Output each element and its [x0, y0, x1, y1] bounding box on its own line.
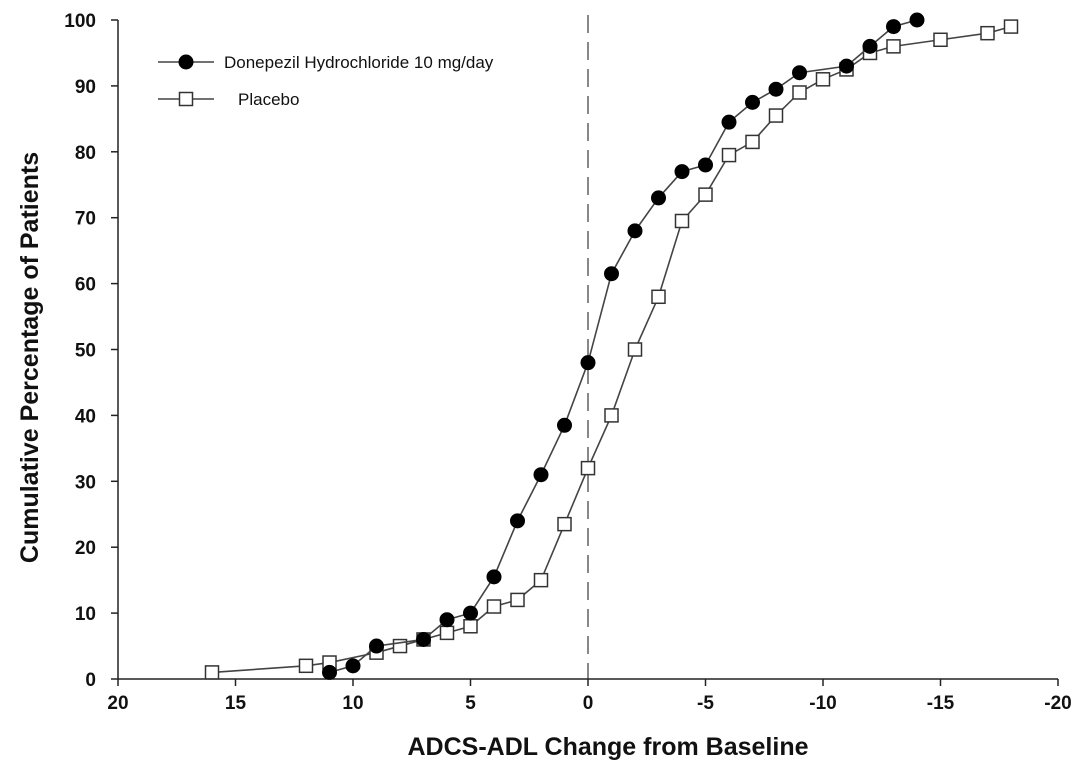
data-point-donepezil [533, 467, 549, 483]
legend-marker-donepezil [178, 54, 194, 70]
y-tick-label: 30 [75, 472, 96, 493]
x-tick-label: 5 [465, 693, 476, 714]
x-tick-label: 20 [107, 693, 128, 714]
data-point-donepezil [416, 631, 431, 647]
data-point-placebo [557, 516, 572, 532]
y-tick-label: 50 [75, 341, 96, 362]
data-point-donepezil [557, 417, 572, 433]
x-axis-title: ADCS-ADL Change from Baseline [408, 733, 809, 761]
y-tick-label: 20 [75, 538, 96, 559]
data-point-donepezil [698, 157, 713, 173]
x-tick-label: -10 [809, 693, 836, 714]
data-point-placebo [298, 658, 314, 674]
y-tick-label: 80 [75, 143, 96, 164]
series-layer [204, 12, 1019, 680]
series-line-donepezil [329, 19, 918, 674]
data-point-donepezil [721, 114, 737, 130]
data-point-donepezil [510, 513, 525, 529]
series-placebo [204, 19, 1019, 680]
x-tick-label: -15 [927, 693, 955, 714]
legend-marker-placebo [178, 91, 194, 107]
data-point-donepezil [322, 664, 337, 680]
x-tick-label: -5 [697, 693, 714, 714]
legend-label-placebo: Placebo [238, 90, 299, 109]
data-point-donepezil [439, 612, 455, 628]
x-tick-label: 15 [225, 693, 247, 714]
data-point-donepezil [909, 12, 925, 28]
data-point-placebo [768, 108, 784, 123]
legend: Donepezil Hydrochloride 10 mg/day Placebo [158, 53, 494, 109]
data-point-placebo [674, 213, 690, 229]
data-point-placebo [439, 625, 455, 641]
y-tick-label: 0 [85, 670, 96, 691]
x-tick-label: -20 [1044, 693, 1071, 714]
data-point-placebo [651, 289, 666, 305]
data-point-donepezil [651, 190, 666, 206]
data-point-donepezil [463, 605, 478, 621]
y-tick-label: 10 [75, 604, 96, 625]
series-line-placebo [211, 25, 1012, 674]
data-point-placebo [745, 134, 760, 150]
y-tick-label: 60 [75, 275, 96, 296]
data-point-placebo [604, 408, 619, 423]
data-point-placebo [204, 665, 220, 680]
data-point-placebo [1003, 19, 1019, 34]
y-tick-label: 90 [75, 77, 96, 98]
data-point-placebo [815, 72, 831, 87]
data-point-donepezil [627, 223, 643, 239]
data-point-donepezil [369, 638, 384, 654]
data-point-donepezil [862, 38, 878, 54]
data-point-placebo [463, 619, 478, 634]
data-point-donepezil [745, 94, 760, 110]
data-point-placebo [580, 460, 596, 476]
data-point-placebo [980, 25, 995, 41]
data-point-placebo [698, 187, 713, 202]
data-point-placebo [886, 39, 901, 54]
data-point-placebo [792, 85, 807, 100]
data-point-donepezil [604, 266, 619, 282]
series-donepezil [322, 12, 925, 680]
x-tick-label: 10 [342, 693, 363, 714]
y-tick-label: 40 [75, 406, 96, 427]
data-point-placebo [721, 147, 737, 163]
data-point-donepezil [886, 19, 901, 35]
data-point-donepezil [792, 65, 807, 81]
data-point-donepezil [345, 658, 361, 674]
data-point-placebo [627, 342, 643, 357]
data-point-placebo [533, 572, 549, 588]
legend-label-donepezil: Donepezil Hydrochloride 10 mg/day [224, 53, 494, 72]
data-point-donepezil [768, 81, 784, 97]
y-tick-label: 100 [64, 11, 96, 32]
y-tick-label: 70 [75, 209, 96, 230]
y-axis-title: Cumulative Percentage of Patients [16, 152, 44, 563]
data-point-donepezil [839, 58, 854, 74]
data-point-placebo [933, 32, 948, 48]
data-point-donepezil [580, 355, 596, 371]
data-point-placebo [486, 599, 502, 614]
data-point-donepezil [674, 164, 690, 180]
x-tick-label: 0 [583, 693, 594, 714]
data-point-donepezil [486, 569, 502, 585]
data-point-placebo [510, 592, 525, 608]
